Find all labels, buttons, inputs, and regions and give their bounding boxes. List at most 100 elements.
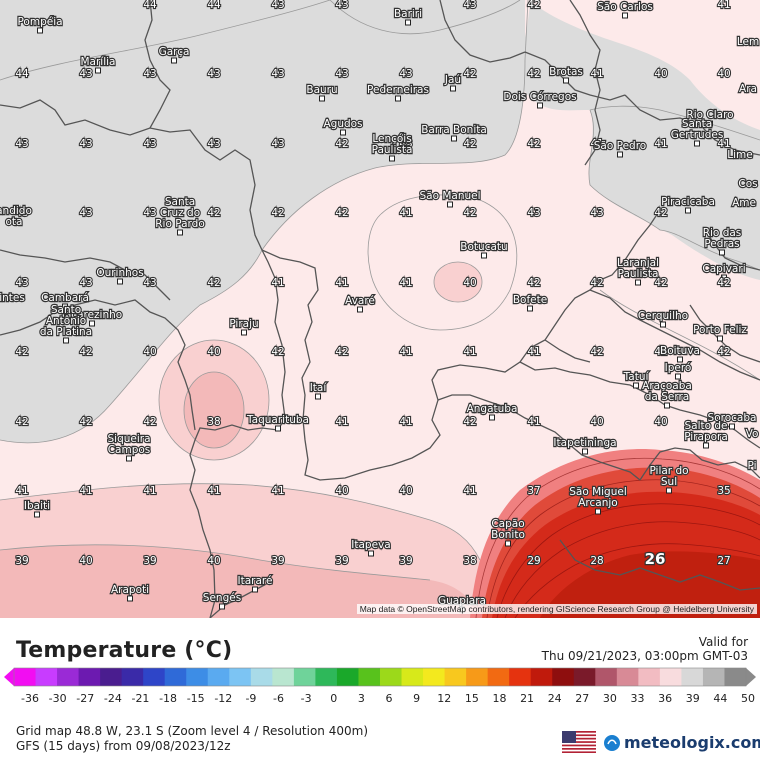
city-label: Itaí (310, 382, 328, 394)
grid-value: 40 (207, 555, 220, 567)
grid-value: 43 (335, 68, 348, 80)
grid-value: 43 (399, 68, 412, 80)
grid-value: 41 (590, 68, 603, 80)
grid-value: 41 (399, 346, 412, 358)
legend-color-cell (186, 668, 209, 686)
legend-tick: 21 (520, 692, 534, 705)
grid-value: 38 (207, 416, 220, 428)
city-marker (660, 321, 666, 328)
grid-value: 39 (15, 555, 28, 567)
grid-value: 43 (399, 138, 412, 150)
grid-value: 43 (463, 0, 476, 11)
city-label: Brotas (549, 66, 583, 78)
legend-tick: 39 (686, 692, 700, 705)
grid-value: 41 (271, 485, 284, 497)
legend-color-cell (164, 668, 187, 686)
legend-color-cell (423, 668, 446, 686)
legend-arrow-right (746, 668, 756, 686)
city-label: São Miguel Arcanjo (569, 486, 627, 509)
legend-tick: -3 (301, 692, 312, 705)
legend-color-cell (487, 668, 510, 686)
grid-value: 40 (143, 346, 156, 358)
city-marker (719, 249, 725, 256)
city-marker (171, 57, 177, 64)
city-label: Agudos (323, 118, 362, 130)
city-label: Ibaiti (24, 500, 50, 512)
legend-tick: -18 (159, 692, 177, 705)
temperature-map[interactable]: 44 43 43 43 43 43 43 42 42 41 40 40 43 43 43 43 43 42 43 42… (0, 0, 760, 618)
city-marker (527, 305, 533, 312)
grid-value: 40 (463, 277, 476, 289)
city-label: Angatuba (467, 403, 518, 415)
front-core (540, 551, 760, 618)
gray-zone-top (0, 0, 525, 443)
legend-tick: 27 (575, 692, 589, 705)
legend-tick: -27 (76, 692, 94, 705)
partial-city-label: intes (0, 292, 25, 304)
city-marker (489, 414, 495, 421)
legend-tick: 9 (413, 692, 420, 705)
grid-value: 41 (463, 346, 476, 358)
city-label: São Pedro (594, 140, 646, 152)
city-label: Rio Claro (686, 109, 733, 121)
grid-value: 41 (463, 485, 476, 497)
city-marker (563, 77, 569, 84)
city-marker (622, 12, 628, 19)
grid-value: 40 (590, 416, 603, 428)
grid-info: Grid map 48.8 W, 23.1 S (Zoom level 4 / … (16, 724, 369, 738)
legend-color-cell (100, 668, 123, 686)
city-label: Porto Feliz (693, 324, 747, 336)
grid-value: 42 (15, 416, 28, 428)
city-marker (721, 274, 727, 281)
grid-value: 41 (399, 416, 412, 428)
grid-value: 42 (463, 207, 476, 219)
grid-value: 41 (335, 277, 348, 289)
grid-value: 43 (143, 68, 156, 80)
grid-value: 44 (143, 0, 157, 11)
city-marker (664, 402, 670, 409)
grid-value: 42 (654, 277, 667, 289)
legend-color-cell (573, 668, 596, 686)
city-marker (62, 303, 68, 310)
city-marker (481, 252, 487, 259)
city-labels: Pompéia Marília Garça Bariri São Carlos Bauru… (16, 0, 757, 608)
grid-value: 43 (79, 207, 92, 219)
brand-name[interactable]: meteologix.com (624, 732, 760, 752)
grid-value: 41 (399, 277, 412, 289)
legend-bar-outline (13, 667, 747, 687)
legend-tick: 3 (358, 692, 365, 705)
state-borders (0, 0, 760, 618)
us-flag-icon[interactable] (562, 731, 596, 753)
grid-value: 42 (717, 277, 730, 289)
grid-value: 43 (79, 68, 92, 80)
legend-color-cell (293, 668, 316, 686)
legend-color-cell (315, 668, 338, 686)
legend-tick: 12 (437, 692, 451, 705)
city-marker (389, 155, 395, 162)
city-label: Botucatu (460, 241, 507, 253)
grid-value: 42 (207, 277, 220, 289)
grid-value: 42 (654, 207, 667, 219)
legend-tick: 18 (492, 692, 506, 705)
legend-color-cell (659, 668, 682, 686)
grid-value: 41 (654, 138, 667, 150)
valid-time: Thu 09/21/2023, 03:00pm GMT-03 (541, 649, 748, 663)
city-marker (219, 603, 225, 610)
city-marker (395, 95, 401, 102)
city-label: Siqueira Campos (107, 433, 150, 456)
legend-color-cell (681, 668, 704, 686)
city-marker (405, 19, 411, 26)
color-scale-legend: -36 -30 -27 -24 -21 -18 -15 -12 -9 -6 -3 0 3 6 9 12 15 18… (4, 667, 756, 705)
grid-value: 27 (717, 555, 730, 567)
brand-logo[interactable]: meteologix.com (562, 730, 760, 754)
city-marker (675, 373, 681, 380)
legend-color-cell (530, 668, 553, 686)
city-label: Bofete (513, 294, 547, 306)
legend-tick: -15 (187, 692, 205, 705)
grid-value: 40 (717, 68, 730, 80)
grid-value: 42 (207, 207, 220, 219)
legend-color-cell (78, 668, 101, 686)
pink-band-south-strong (0, 544, 480, 618)
city-marker (95, 67, 101, 74)
grid-value: 42 (271, 207, 284, 219)
